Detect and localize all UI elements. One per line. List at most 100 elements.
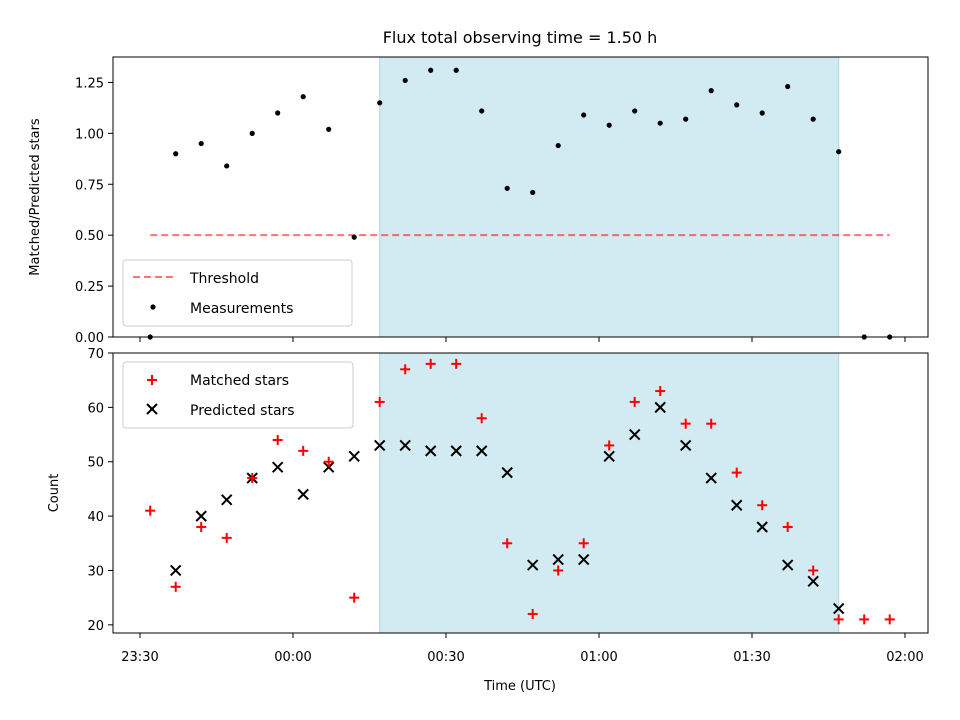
predicted-point <box>756 521 768 533</box>
x-tick-label: 01:00 <box>580 650 617 665</box>
count-y-tick-label: 50 <box>87 456 104 471</box>
ratio-y-tick-label: 1.25 <box>75 76 104 91</box>
count-y-axis-label: Count <box>47 474 62 513</box>
predicted-point <box>169 564 182 577</box>
predicted-point <box>501 466 513 479</box>
ratio-y-tick-label: 0.50 <box>75 229 104 244</box>
legend-matched-marker <box>147 375 157 385</box>
measurement-point <box>351 234 357 240</box>
predicted-point <box>526 559 539 571</box>
matched-point <box>221 532 232 543</box>
matched-point <box>425 358 436 369</box>
predicted-point <box>807 575 819 588</box>
matched-point <box>400 364 411 375</box>
predicted-point <box>348 450 360 463</box>
measurement-point <box>708 88 714 94</box>
measurement-point <box>785 83 791 90</box>
measurement-point <box>275 110 281 116</box>
ratio-y-tick-label: 1.00 <box>75 127 104 142</box>
predicted-point <box>373 439 386 452</box>
predicted-point <box>475 445 488 457</box>
count-y-tick-label: 40 <box>87 510 104 525</box>
matched-point <box>247 473 258 484</box>
legend-predicted-marker <box>146 403 158 415</box>
measurement-point <box>377 100 383 106</box>
predicted-point <box>730 499 743 511</box>
x-tick-label: 01:30 <box>733 650 770 665</box>
matched-point <box>578 538 589 549</box>
matched-point <box>145 505 156 516</box>
measurement-point <box>683 116 689 122</box>
measurement-point <box>249 130 255 136</box>
matched-point <box>782 521 793 532</box>
matched-point <box>655 386 666 397</box>
x-tick-label: 00:30 <box>427 650 464 665</box>
count-panel-frame <box>112 352 929 634</box>
measurement-point <box>836 149 842 155</box>
matched-point <box>272 434 283 445</box>
matched-point <box>323 456 334 467</box>
matched-point <box>349 592 360 603</box>
measurement-point <box>504 185 510 191</box>
predicted-point <box>654 401 666 414</box>
predicted-point <box>424 445 437 457</box>
matched-point <box>706 418 717 429</box>
predicted-point <box>399 439 411 452</box>
matched-point <box>629 396 640 407</box>
x-axis-label: Time (UTC) <box>483 679 556 694</box>
matched-point <box>553 565 564 576</box>
predicted-point <box>628 428 641 441</box>
ratio-y-tick-label: 0.00 <box>75 331 104 346</box>
predicted-point <box>195 510 207 522</box>
matched-point <box>476 413 487 424</box>
count-y-tick-label: 70 <box>87 347 104 362</box>
matched-point <box>170 581 181 592</box>
predicted-point <box>552 553 564 566</box>
predicted-point <box>450 445 462 457</box>
predicted-point <box>322 461 335 473</box>
figure-title: Flux total observing time = 1.50 h <box>383 28 658 47</box>
measurement-point <box>810 116 816 122</box>
measurement-point <box>581 112 587 118</box>
matched-point <box>757 500 768 511</box>
count-legend-box <box>122 361 354 429</box>
matched-point <box>604 440 615 451</box>
measurement-point <box>632 108 638 114</box>
measurement-point <box>606 122 612 128</box>
predicted-point <box>271 461 284 473</box>
matched-point <box>859 614 870 625</box>
predicted-point <box>577 553 590 566</box>
observing-window-shade <box>379 352 840 634</box>
observing-window-shade <box>379 56 840 338</box>
count-legend: Matched stars Predicted stars <box>122 361 354 429</box>
count-y-tick-label: 30 <box>87 564 104 579</box>
predicted-point <box>603 450 615 463</box>
ratio-y-tick-label: 0.75 <box>75 178 104 193</box>
legend-predicted-label: Predicted stars <box>190 403 295 419</box>
matched-point <box>833 614 844 625</box>
measurement-point <box>555 142 561 149</box>
ratio-legend-box <box>122 259 353 327</box>
matched-point <box>502 538 513 549</box>
measurement-point <box>198 140 204 147</box>
measurement-point <box>326 126 332 132</box>
matched-point <box>451 358 462 369</box>
predicted-point <box>220 494 233 506</box>
predicted-point <box>832 602 845 615</box>
legend-measurements-label: Measurements <box>190 301 293 317</box>
count-y-tick-label: 20 <box>87 619 104 634</box>
matched-point <box>374 396 385 407</box>
ratio-panel: 0.00 0.25 0.50 0.75 1.00 1.25 Matched/Predict… <box>28 56 929 346</box>
count-y-tick-label: 60 <box>87 401 104 416</box>
matched-point <box>731 467 742 478</box>
x-tick-label: 23:30 <box>121 650 158 665</box>
matched-point <box>884 614 895 625</box>
measurement-point <box>402 77 408 84</box>
measurement-point <box>759 110 765 116</box>
measurement-point <box>657 120 663 126</box>
predicted-point <box>781 559 794 571</box>
ratio-panel-frame <box>112 56 929 338</box>
measurement-point <box>173 151 179 157</box>
measurement-point <box>224 163 230 169</box>
predicted-point <box>679 439 692 452</box>
